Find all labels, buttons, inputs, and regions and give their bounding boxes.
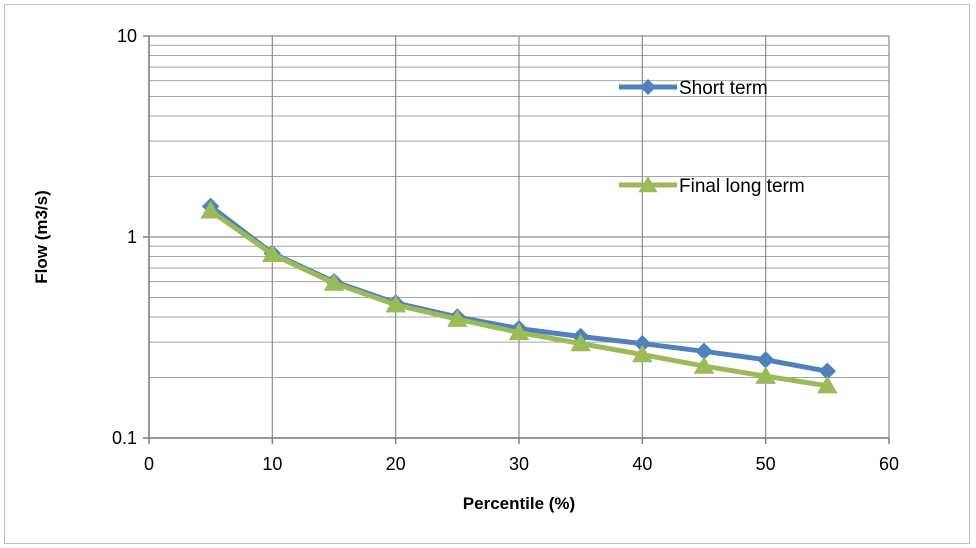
axes [143, 35, 890, 444]
y-axis-title: Flow (m3/s) [32, 190, 51, 284]
data-point-final-long-term [755, 366, 776, 384]
x-tick-label: 40 [632, 454, 652, 474]
data-point-final-long-term [200, 200, 221, 219]
series-layer [200, 197, 838, 394]
y-tick-label: 1 [127, 227, 137, 247]
legend-item-short-term: Short term [619, 78, 768, 99]
data-point-final-long-term [632, 344, 653, 363]
y-tick-label: 10 [117, 26, 137, 46]
legend-item-final-long-term: Final long term [619, 176, 805, 197]
data-point-final-long-term [570, 333, 591, 352]
data-point-final-long-term [508, 322, 530, 341]
x-tick-label: 50 [756, 454, 776, 474]
data-point-final-long-term [693, 356, 715, 374]
legend-label-final-long-term: Final long term [679, 176, 805, 197]
y-tick-label: 0.1 [112, 428, 137, 448]
data-point-final-long-term [385, 294, 406, 313]
x-tick-label: 10 [262, 454, 282, 474]
data-point-final-long-term [447, 309, 468, 327]
data-point-final-long-term [262, 244, 283, 263]
x-tick-label: 20 [386, 454, 406, 474]
x-tick-labels: 0 10 20 30 40 50 60 [144, 454, 899, 474]
data-point-final-long-term [817, 375, 838, 394]
legend: Short term Final long term [619, 78, 805, 197]
legend-label-short-term: Short term [679, 78, 768, 99]
x-tick-label: 60 [879, 454, 899, 474]
chart-area: 0 10 20 30 40 50 60 0.1 1 10 Percentile (%) Flow… [4, 4, 970, 544]
x-axis-title: Percentile (%) [463, 494, 575, 513]
data-point-final-long-term [323, 273, 345, 291]
x-tick-label: 30 [509, 454, 529, 474]
legend-marker-short-term [640, 79, 656, 95]
line-chart: 0 10 20 30 40 50 60 0.1 1 10 Percentile (%) Flow… [32, 26, 899, 513]
legend-marker-final-long-term [638, 176, 658, 193]
y-tick-labels: 0.1 1 10 [112, 26, 137, 448]
x-tick-label: 0 [144, 454, 154, 474]
